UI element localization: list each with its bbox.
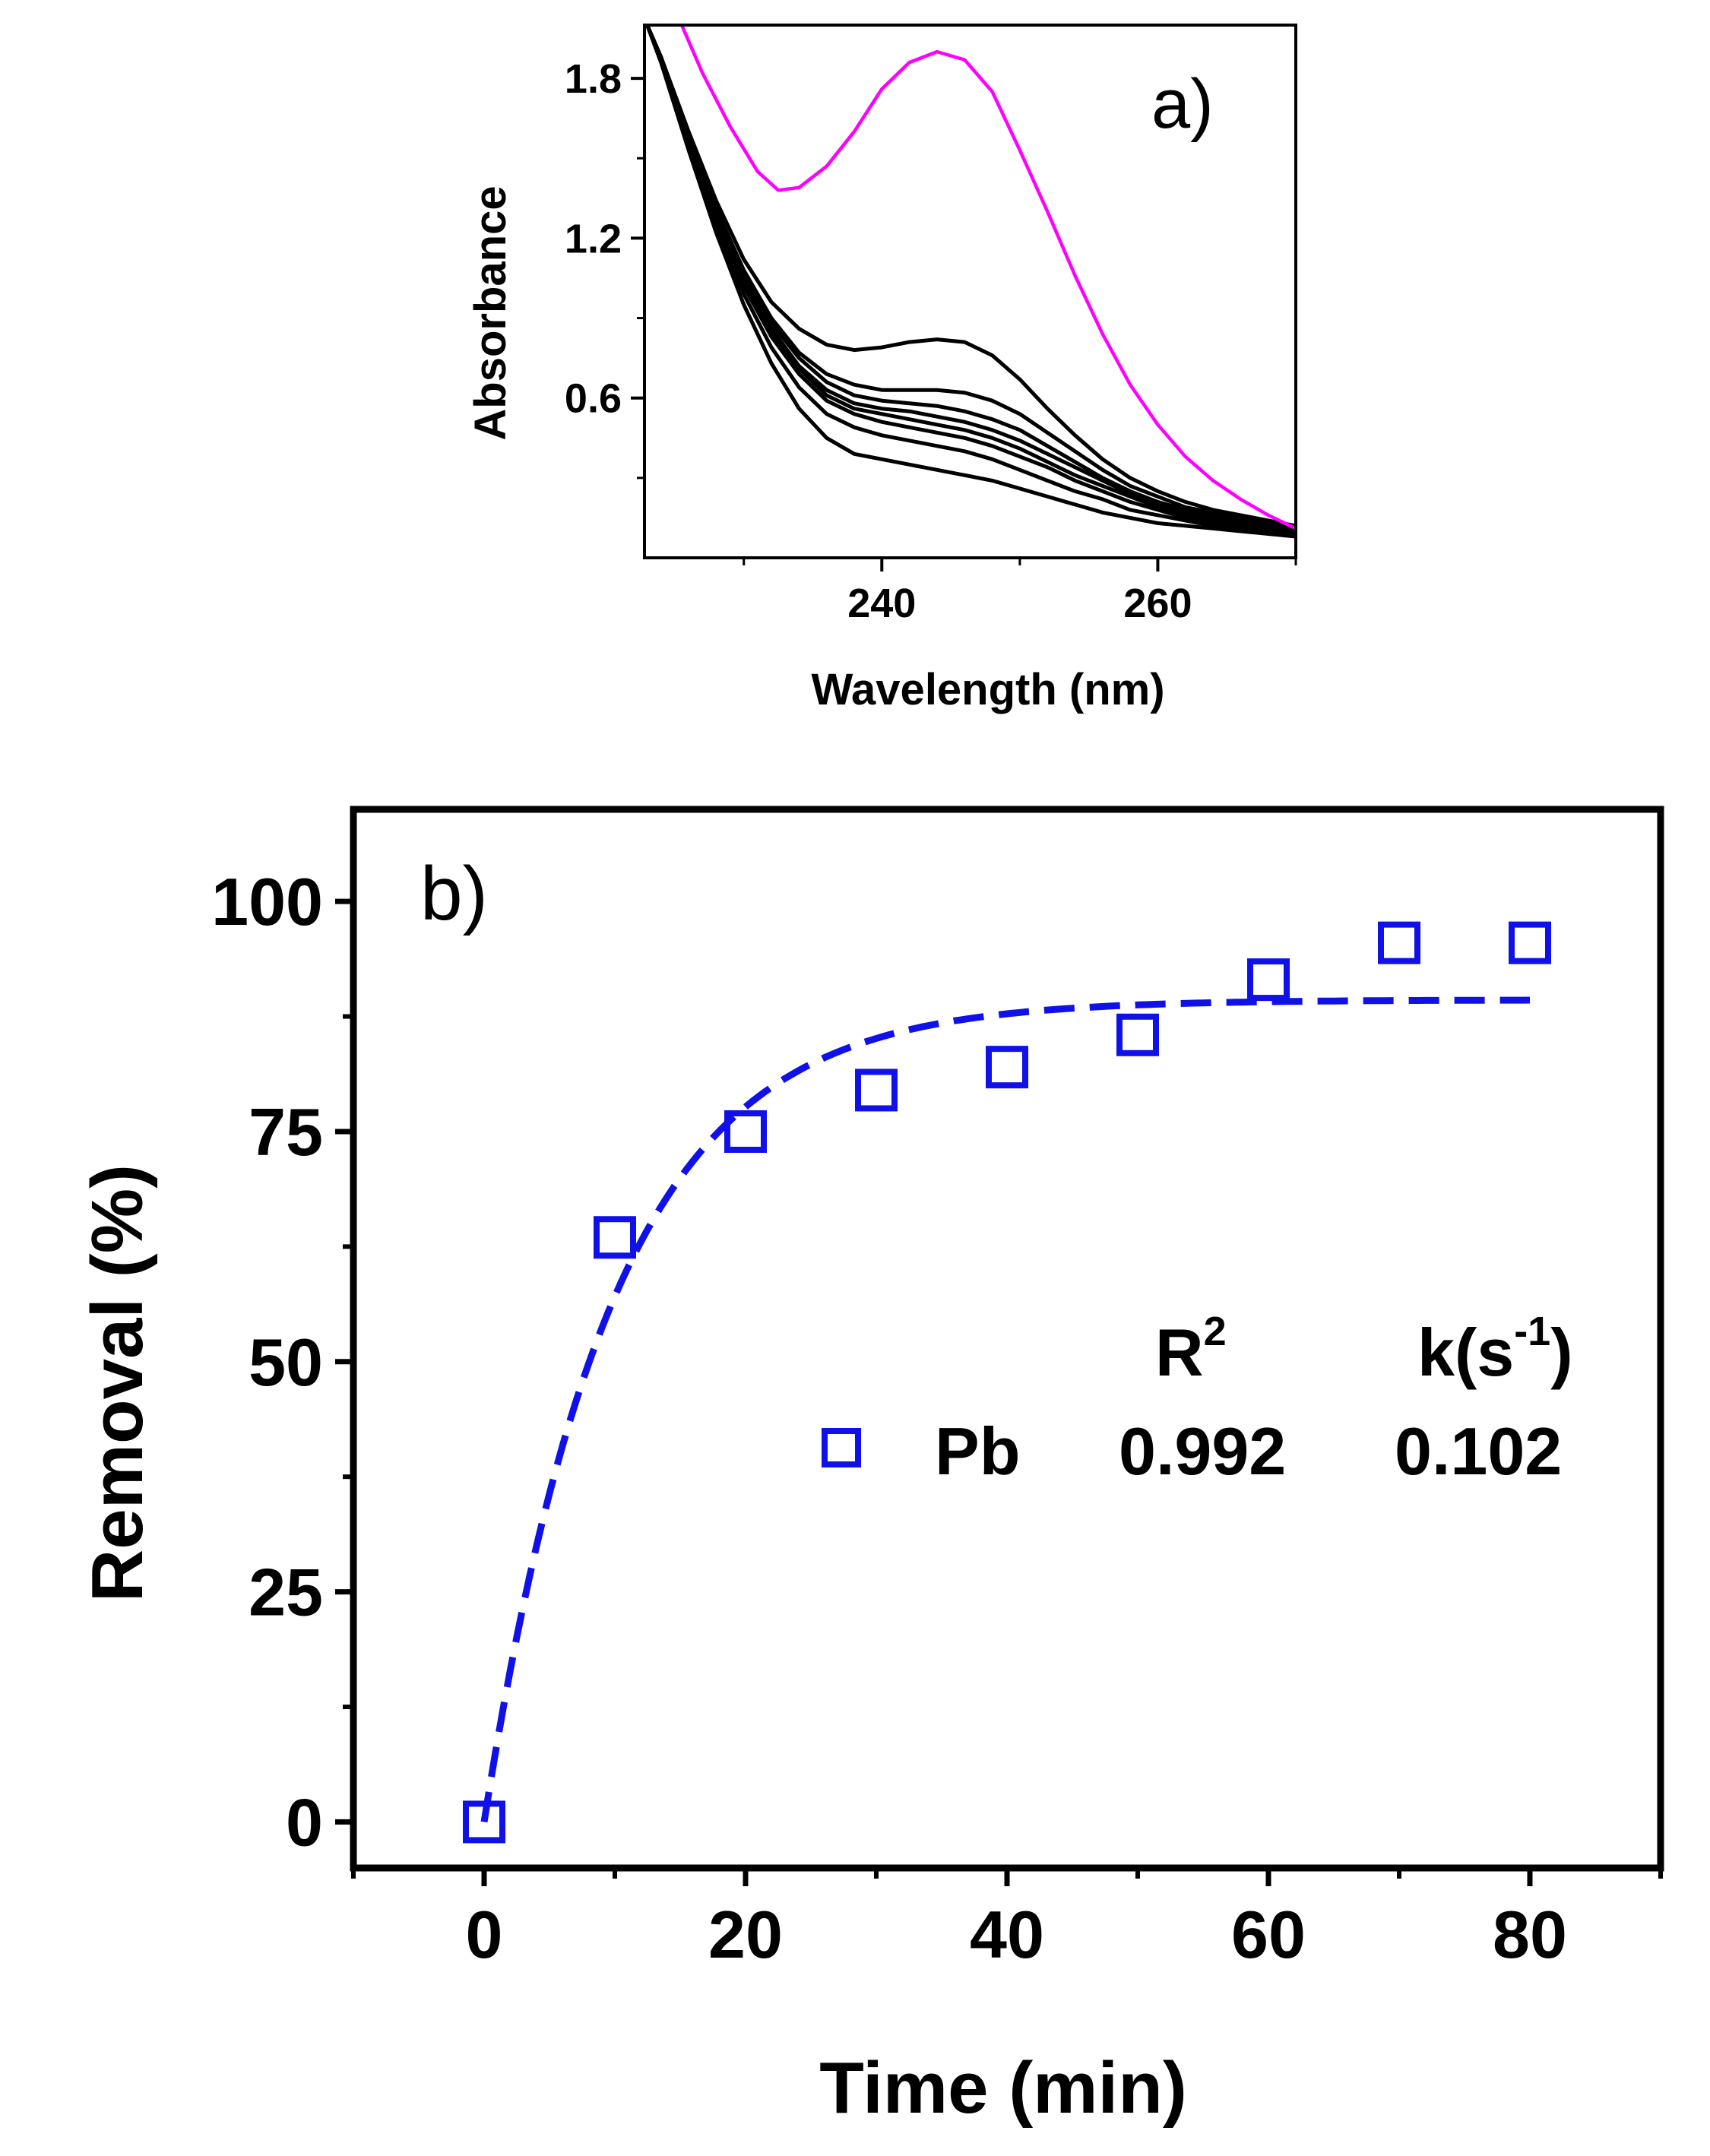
panel-b-pb-point (1247, 958, 1290, 1002)
panel-b-pb-point (1509, 921, 1551, 964)
panel-a: 240 260 0.6 1.2 1.8 a) Wavelength (nm) Absor… (466, 24, 1297, 714)
panel-b-pb-point (986, 1046, 1028, 1089)
legend-k-label: k(s (1417, 1315, 1514, 1390)
panel-b-plot-area (463, 921, 1551, 1844)
legend-k-superscript: -1 (1514, 1309, 1550, 1354)
panel-b-pb-point (463, 1800, 505, 1844)
panel-b-x-axis-label: Time (min) (819, 2047, 1187, 2129)
panel-a-frame (643, 24, 1297, 559)
panel-b-x-tick-label: 0 (466, 1897, 503, 1972)
panel-a-y-tick-label: 1.8 (565, 56, 622, 102)
legend-k-header: k(s-1) (1417, 1309, 1573, 1390)
panel-b-x-tick-label: 20 (708, 1897, 783, 1972)
panel-a-curve-6-line (645, 25, 1296, 533)
panel-a-curve-5-line (645, 25, 1296, 533)
panel-b-y-tick-label: 0 (286, 1784, 323, 1860)
legend-pb-marker (822, 1428, 861, 1467)
panel-a-x-tick-label: 240 (847, 581, 916, 626)
panel-b-label: b) (420, 851, 488, 936)
panel-a-curve-7-line (645, 25, 1296, 536)
panel-a-ticks: 240 260 0.6 1.2 1.8 (565, 56, 1297, 626)
panel-b-pb-point (1116, 1013, 1159, 1056)
panel-a-y-axis-label: Absorbance (466, 185, 515, 440)
panel-b-x-tick-label: 80 (1493, 1897, 1567, 1972)
panel-a-series (645, 25, 1296, 539)
legend-r2-header: R2 (1155, 1309, 1227, 1390)
legend-pb-k: 0.102 (1395, 1414, 1562, 1489)
panel-b-y-tick-label: 75 (249, 1094, 323, 1170)
panel-b-x-tick-label: 60 (1231, 1897, 1306, 1972)
panel-a-x-axis-label: Wavelength (nm) (811, 665, 1164, 714)
panel-a-curve-8-line (645, 25, 1296, 539)
panel-b-y-tick-label: 100 (211, 864, 323, 939)
panel-b-ticks: 0 20 40 60 80 0 25 50 75 100 (211, 864, 1663, 1972)
legend-r2-label: R (1155, 1315, 1204, 1390)
panel-a-curve-3-line (645, 25, 1296, 533)
panel-b-legend: R2 k(s-1) Pb 0.992 0.102 (822, 1309, 1573, 1489)
panel-b-pb-point (855, 1069, 898, 1112)
panel-b: 0 20 40 60 80 0 25 50 75 100 b) Time (min) Remova… (77, 806, 1664, 2129)
panel-b-y-tick-label: 50 (249, 1325, 323, 1400)
legend-k-close: ) (1550, 1315, 1572, 1390)
panel-a-x-tick-label: 260 (1123, 581, 1192, 626)
panel-b-y-tick-label: 25 (249, 1555, 323, 1630)
panel-b-y-axis-label: Removal (%) (77, 1164, 158, 1602)
panel-a-plot-area (645, 25, 1296, 539)
panel-a-initial-line (679, 25, 1296, 530)
panel-b-pb-point (1378, 921, 1420, 964)
panel-b-pb-point (594, 1216, 636, 1259)
panel-a-label: a) (1151, 65, 1214, 143)
legend-r2-superscript: 2 (1204, 1309, 1227, 1354)
panel-b-pb-point (724, 1110, 767, 1153)
panel-a-y-tick-label: 1.2 (565, 216, 622, 261)
panel-a-y-tick-label: 0.6 (565, 376, 622, 422)
panel-b-x-tick-label: 40 (970, 1897, 1044, 1972)
legend-pb-r2: 0.992 (1119, 1414, 1286, 1489)
legend-pb-label: Pb (935, 1414, 1020, 1489)
panel-b-fit-line (480, 996, 1531, 1823)
panel-a-curve-1-line (645, 25, 1296, 528)
